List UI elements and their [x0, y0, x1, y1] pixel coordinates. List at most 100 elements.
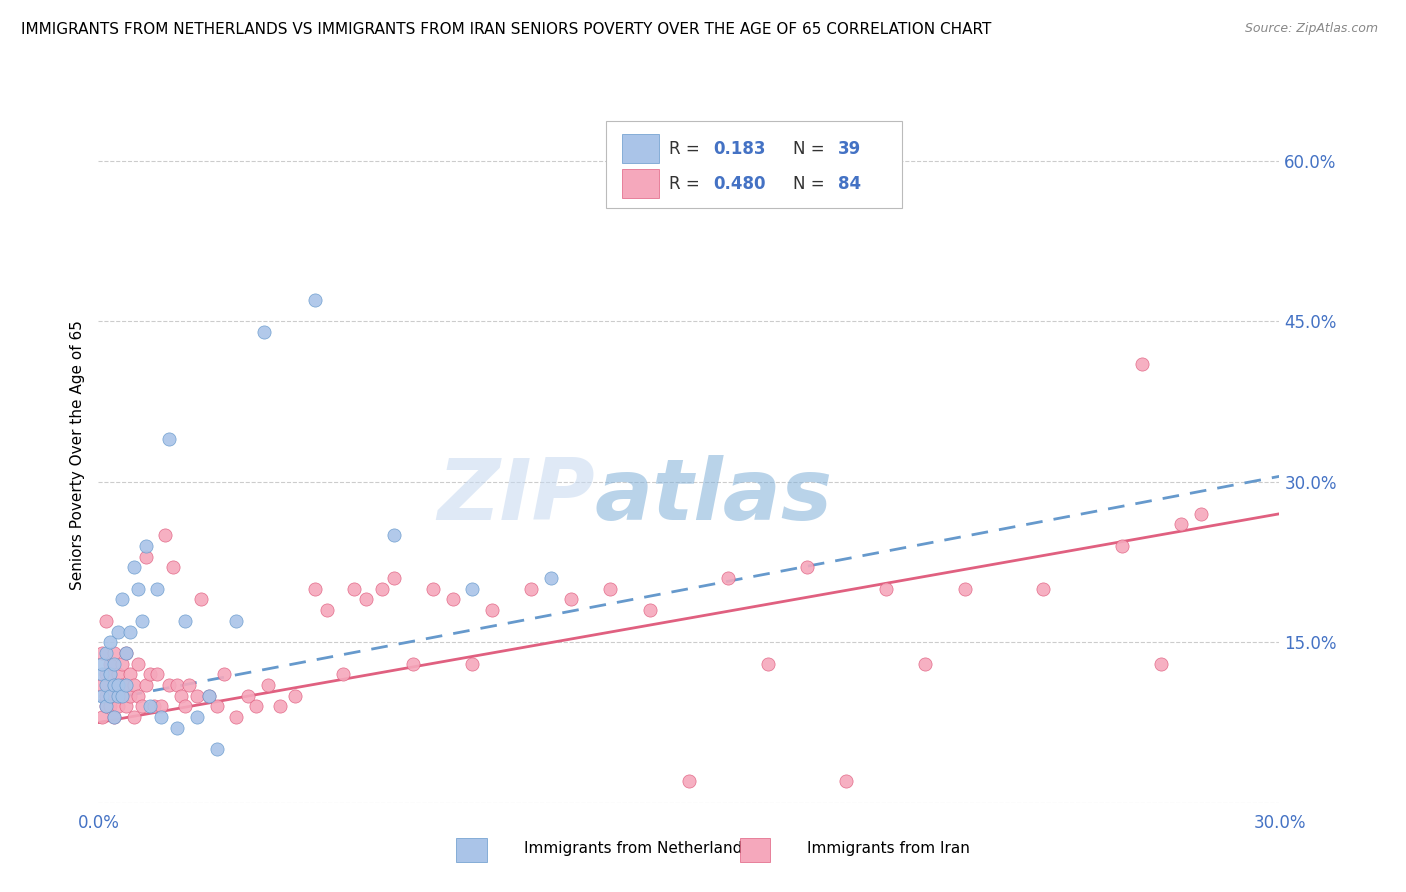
Point — [135, 678, 157, 692]
Text: 39: 39 — [838, 140, 860, 158]
Point — [98, 689, 121, 703]
Point — [197, 689, 219, 703]
Point — [142, 699, 165, 714]
Point — [146, 667, 169, 681]
Text: R =: R = — [669, 175, 704, 193]
Point — [269, 699, 291, 714]
Point — [91, 667, 114, 681]
Point — [197, 689, 219, 703]
Point — [107, 624, 129, 639]
Point — [332, 667, 354, 681]
Point — [170, 689, 193, 703]
Text: IMMIGRANTS FROM NETHERLANDS VS IMMIGRANTS FROM IRAN SENIORS POVERTY OVER THE AGE: IMMIGRANTS FROM NETHERLANDS VS IMMIGRANT… — [21, 22, 991, 37]
Text: N =: N = — [793, 175, 830, 193]
Point — [103, 646, 125, 660]
Text: Immigrants from Iran: Immigrants from Iran — [807, 840, 970, 855]
Point — [875, 582, 897, 596]
Point — [107, 689, 129, 703]
Point — [166, 721, 188, 735]
Point — [96, 614, 118, 628]
Point — [354, 592, 377, 607]
Point — [138, 667, 160, 681]
Point — [796, 560, 818, 574]
Point — [422, 582, 444, 596]
Point — [98, 689, 121, 703]
Point — [190, 592, 212, 607]
Text: atlas: atlas — [595, 455, 832, 538]
Point — [253, 325, 276, 339]
Point — [914, 657, 936, 671]
Point — [371, 582, 394, 596]
Point — [135, 539, 157, 553]
Point — [166, 678, 188, 692]
Point — [225, 614, 247, 628]
Point — [103, 710, 125, 724]
FancyBboxPatch shape — [457, 838, 486, 862]
Point — [174, 614, 197, 628]
Point — [162, 560, 184, 574]
Point — [115, 646, 138, 660]
Point — [256, 678, 278, 692]
Point — [111, 689, 134, 703]
Point — [98, 699, 121, 714]
Point — [155, 528, 177, 542]
Y-axis label: Seniors Poverty Over the Age of 65: Seniors Poverty Over the Age of 65 — [69, 320, 84, 590]
Point — [756, 657, 779, 671]
Point — [111, 657, 134, 671]
Point — [118, 689, 141, 703]
Point — [174, 699, 197, 714]
Point — [157, 678, 180, 692]
Point — [111, 689, 134, 703]
Point — [402, 657, 425, 671]
Point — [157, 432, 180, 446]
Point — [138, 699, 160, 714]
Point — [186, 710, 208, 724]
Point — [245, 699, 267, 714]
Point — [1189, 507, 1212, 521]
Point — [122, 560, 145, 574]
Point — [98, 667, 121, 681]
Point — [1130, 357, 1153, 371]
Point — [115, 699, 138, 714]
Point — [1170, 517, 1192, 532]
Point — [150, 699, 173, 714]
Point — [91, 657, 114, 671]
Point — [91, 646, 114, 660]
Point — [103, 678, 125, 692]
Text: 84: 84 — [838, 175, 860, 193]
Point — [98, 657, 121, 671]
Point — [91, 678, 114, 692]
Point — [115, 678, 138, 692]
Point — [540, 571, 562, 585]
Point — [717, 571, 740, 585]
Point — [127, 657, 149, 671]
Point — [122, 710, 145, 724]
Point — [304, 582, 326, 596]
Point — [115, 646, 138, 660]
Point — [122, 678, 145, 692]
Point — [1111, 539, 1133, 553]
Point — [560, 592, 582, 607]
Point — [127, 582, 149, 596]
Point — [1150, 657, 1173, 671]
Point — [382, 528, 405, 542]
Point — [103, 678, 125, 692]
Point — [131, 699, 153, 714]
Point — [96, 699, 118, 714]
Point — [96, 689, 118, 703]
Point — [953, 582, 976, 596]
Point — [284, 689, 307, 703]
Point — [91, 710, 114, 724]
Point — [96, 699, 118, 714]
Point — [205, 742, 228, 756]
Point — [146, 582, 169, 596]
Point — [343, 582, 366, 596]
Text: ZIP: ZIP — [437, 455, 595, 538]
Point — [107, 689, 129, 703]
Point — [382, 571, 405, 585]
Point — [1032, 582, 1054, 596]
Point — [461, 582, 484, 596]
FancyBboxPatch shape — [621, 169, 659, 198]
Point — [214, 667, 236, 681]
Point — [107, 699, 129, 714]
